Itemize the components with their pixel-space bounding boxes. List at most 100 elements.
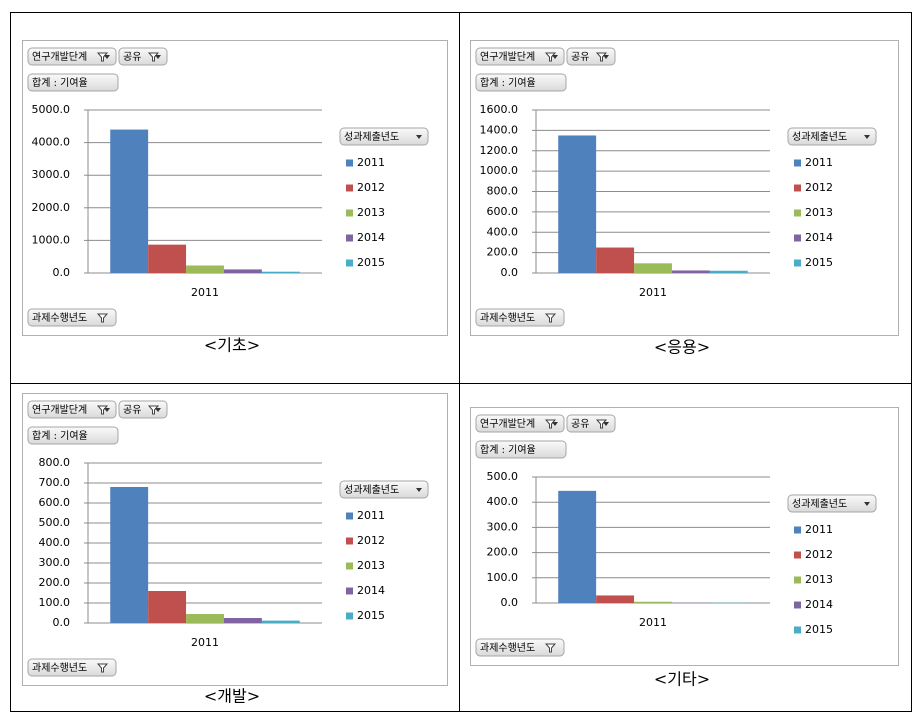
- y-tick-label: 100.0: [39, 596, 71, 609]
- legend-swatch: [346, 259, 353, 267]
- legend-swatch: [794, 526, 801, 534]
- filter-icon: [96, 313, 109, 323]
- field-button[interactable]: [27, 400, 117, 419]
- legend-swatch: [346, 537, 353, 545]
- field-button[interactable]: [475, 638, 565, 657]
- field-button[interactable]: [475, 47, 565, 66]
- filter-icon: [544, 643, 557, 653]
- y-tick-label: 600.0: [39, 496, 71, 509]
- bar: [671, 270, 710, 273]
- legend-swatch: [794, 259, 801, 267]
- field-button-label: 공유: [571, 51, 589, 63]
- legend-label: 2015: [805, 623, 833, 636]
- y-tick-label: 400.0: [39, 536, 71, 549]
- field-button[interactable]: [27, 308, 117, 327]
- field-button[interactable]: [787, 127, 877, 146]
- bar: [110, 129, 149, 273]
- legend-label: 2013: [805, 206, 833, 219]
- legend-swatch: [346, 562, 353, 570]
- y-tick-label: 3000.0: [32, 168, 71, 181]
- table-border: [10, 12, 912, 712]
- field-button[interactable]: [27, 658, 117, 677]
- bar: [223, 618, 262, 623]
- field-button[interactable]: [787, 494, 877, 513]
- y-tick-label: 0.0: [53, 266, 71, 279]
- field-button[interactable]: [475, 440, 567, 459]
- y-tick-label: 0.0: [501, 266, 519, 279]
- y-tick-label: 700.0: [39, 476, 71, 489]
- caption: <응용>: [654, 338, 710, 357]
- legend-label: 2012: [805, 548, 833, 561]
- field-button[interactable]: [475, 73, 567, 92]
- legend-swatch: [794, 601, 801, 609]
- legend-label: 2014: [805, 598, 833, 611]
- filter-icon: [96, 663, 109, 673]
- field-button-label: 합계 : 기여율: [32, 430, 88, 442]
- legend-label: 2013: [357, 559, 385, 572]
- y-tick-label: 500.0: [39, 516, 71, 529]
- field-button-label: 합계 : 기여율: [32, 77, 88, 89]
- legend-label: 2014: [805, 231, 833, 244]
- field-button[interactable]: [475, 414, 565, 433]
- legend-label: 2012: [805, 181, 833, 194]
- field-button-label: 공유: [123, 404, 141, 416]
- legend-label: 2013: [357, 206, 385, 219]
- field-button[interactable]: [27, 426, 119, 445]
- y-tick-label: 400.0: [487, 495, 519, 508]
- legend-label: 2015: [357, 609, 385, 622]
- field-button-label: 공유: [571, 418, 589, 430]
- legend-swatch: [794, 209, 801, 217]
- field-button-label: 성과제출년도: [344, 484, 399, 496]
- field-button-label: 연구개발단계: [480, 51, 535, 63]
- field-button-label: 과제수행년도: [480, 642, 535, 654]
- y-tick-label: 200.0: [487, 546, 519, 559]
- bar: [634, 263, 672, 273]
- field-button[interactable]: [27, 73, 119, 92]
- y-tick-label: 500.0: [487, 470, 519, 483]
- x-tick-label: 2011: [191, 636, 219, 649]
- bar: [596, 247, 635, 273]
- y-tick-label: 1000.0: [32, 233, 71, 246]
- x-tick-label: 2011: [191, 286, 219, 299]
- dropdown-icon: [864, 135, 870, 139]
- caption: <기타>: [654, 670, 710, 689]
- legend-swatch: [346, 512, 353, 520]
- field-button-label: 공유: [123, 51, 141, 63]
- bar: [186, 265, 224, 273]
- y-tick-label: 0.0: [501, 596, 519, 609]
- y-tick-label: 4000.0: [32, 136, 71, 149]
- bar: [634, 601, 672, 603]
- field-button-label: 성과제출년도: [792, 131, 847, 143]
- legend-label: 2015: [357, 256, 385, 269]
- bar: [261, 620, 300, 623]
- field-button-label: 연구개발단계: [32, 51, 87, 63]
- legend-swatch: [794, 576, 801, 584]
- y-tick-label: 100.0: [487, 571, 519, 584]
- y-tick-label: 200.0: [39, 576, 71, 589]
- field-button[interactable]: [339, 127, 429, 146]
- legend-label: 2013: [805, 573, 833, 586]
- field-button-label: 과제수행년도: [480, 312, 535, 324]
- bar: [709, 270, 748, 273]
- dropdown-icon: [603, 55, 609, 59]
- bar: [148, 591, 187, 623]
- dropdown-icon: [416, 135, 422, 139]
- legend-swatch: [346, 209, 353, 217]
- legend-swatch: [346, 184, 353, 192]
- field-button[interactable]: [27, 47, 117, 66]
- bar: [558, 135, 597, 273]
- dropdown-icon: [104, 55, 110, 59]
- x-tick-label: 2011: [639, 286, 667, 299]
- field-button[interactable]: [475, 308, 565, 327]
- legend-label: 2012: [357, 534, 385, 547]
- y-tick-label: 300.0: [487, 520, 519, 533]
- legend-swatch: [794, 234, 801, 242]
- y-tick-label: 600.0: [487, 205, 519, 218]
- legend-swatch: [794, 184, 801, 192]
- bar: [186, 614, 224, 623]
- bar: [110, 487, 149, 623]
- dropdown-icon: [864, 502, 870, 506]
- dropdown-icon: [552, 55, 558, 59]
- legend-label: 2011: [357, 156, 385, 169]
- field-button[interactable]: [339, 480, 429, 499]
